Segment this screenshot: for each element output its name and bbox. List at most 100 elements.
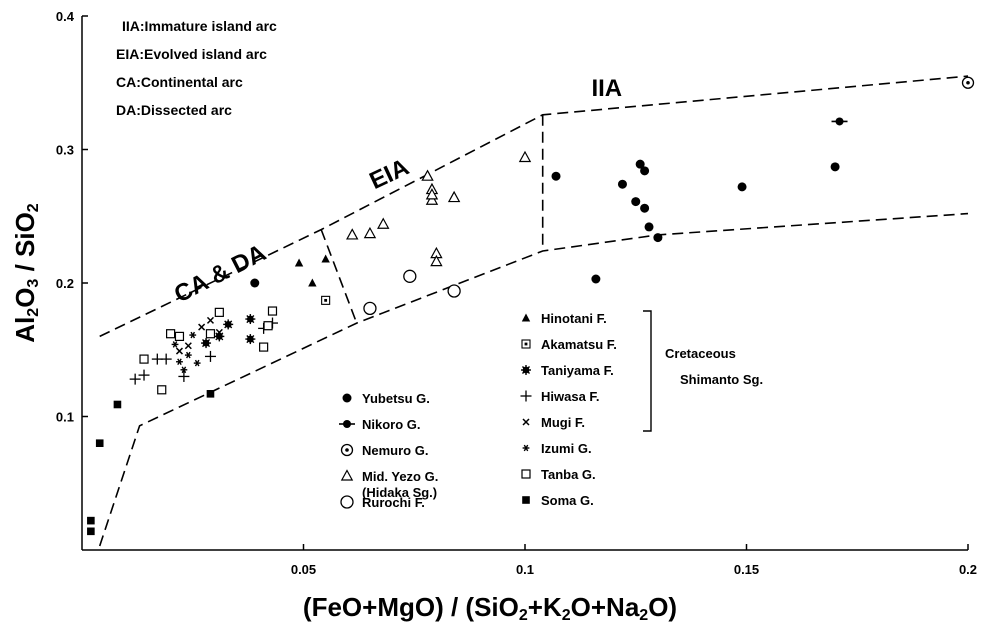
data-point [198,323,206,331]
data-point [591,274,601,284]
legend: Yubetsu G. Nikoro G. Nemuro G. Mid. Yezo G.… [339,310,763,510]
series-mid-yezo-g [346,150,532,267]
data-point [447,190,461,203]
abbreviation-note: EIA:Evolved island arc [116,46,267,62]
legend-label: Mid. Yezo G. [362,469,438,484]
data-point [363,226,377,239]
legend-label: Taniyama F. [541,363,614,378]
legend-item: Akamatsu F. [521,337,617,352]
boundary-lines [98,75,969,547]
data-point [631,197,641,207]
data-point [421,169,434,181]
data-point [346,228,359,240]
data-point [653,233,663,243]
data-point [635,159,645,169]
legend-bracket [643,310,652,432]
legend-item: Nikoro G. [339,417,421,432]
legend-label: Tanba G. [541,467,596,482]
legend-marker [522,444,530,452]
legend-item: Yubetsu G. [342,391,430,406]
legend-marker [521,339,531,349]
legend-item: Rurochi F. [340,495,425,510]
data-point [831,117,848,126]
data-point [377,217,390,229]
axes: 0.1 0.2 0.3 0.4 0.05 0.1 0.15 0.2 (FeO+MgO) / (S… [10,9,977,624]
series-nemuro-g [961,76,975,89]
data-point [830,162,840,172]
data-points [87,76,975,536]
legend-marker [522,496,530,504]
data-point [263,321,273,331]
region-label: IIA [591,75,622,102]
field-boundary [320,229,358,324]
legend-label: Rurochi F. [362,495,425,510]
legend-marker [521,365,531,375]
data-point [430,254,443,267]
data-point [184,351,192,359]
series-tanba-g [139,306,278,395]
region-label: EIA [366,154,414,195]
data-point [166,329,176,339]
legend-item: Hiwasa F. [520,389,600,404]
data-point [363,301,377,316]
legend-label: Yubetsu G. [362,391,430,406]
legend-label: Hinotani F. [541,311,607,326]
legend-label: Akamatsu F. [541,337,617,352]
series-izumi-g [171,331,201,374]
legend-item: Mid. Yezo G. [340,469,438,484]
data-point [201,338,212,349]
data-point [171,341,179,348]
data-point [87,516,95,525]
data-point [250,278,260,288]
legend-item: Taniyama F. [521,363,614,378]
data-point [223,319,234,330]
data-point [139,354,149,364]
data-point [447,284,461,298]
data-point [174,331,185,341]
data-point [259,342,269,352]
x-tick-label: 0.05 [291,562,316,577]
legend-label: Mugi F. [541,415,585,430]
legend-item: Izumi G. [522,441,592,456]
abbreviation-note: CA:Continental arc [116,74,243,90]
legend-marker [521,469,531,479]
legend-marker [339,420,355,428]
x-axis-title: (FeO+MgO) / (SiO2​+K2​O+Na2​O) [303,592,677,624]
legend-label: Nemuro G. [362,443,428,458]
data-point [294,258,304,267]
data-point [178,370,190,382]
y-tick-label: 0.1 [56,410,74,425]
x-tick-label: 0.1 [516,562,534,577]
data-point [551,171,561,181]
series-hinotani-f [294,254,330,287]
legend-label: Hiwasa F. [541,389,600,404]
series-mugi-f [175,316,223,355]
legend-item: Mugi F. [522,415,585,430]
legend-label: Izumi G. [541,441,592,456]
data-point [189,331,197,339]
data-point [176,358,183,366]
data-point [961,76,975,89]
data-point [245,334,256,345]
legend-marker [520,390,532,402]
series-soma-g [87,390,215,536]
data-point [113,400,122,409]
data-point [640,203,650,213]
data-point [157,385,167,395]
data-point [640,166,650,176]
data-point [403,269,417,283]
data-point [267,306,278,316]
y-tick-label: 0.3 [56,143,74,158]
data-point [129,373,141,385]
y-tick-label: 0.4 [56,9,75,24]
data-point [214,307,224,317]
legend-marker [522,418,530,426]
series-yubetsu-g [250,159,840,288]
legend-group-label: Shimanto Sg. [680,372,763,387]
data-point [425,188,439,200]
data-point [518,150,532,163]
legend-marker [340,443,354,457]
chart-labels: IIA EIA CA & DA IIA:Immature island arc EIA:… [116,18,622,308]
data-point [215,328,223,336]
